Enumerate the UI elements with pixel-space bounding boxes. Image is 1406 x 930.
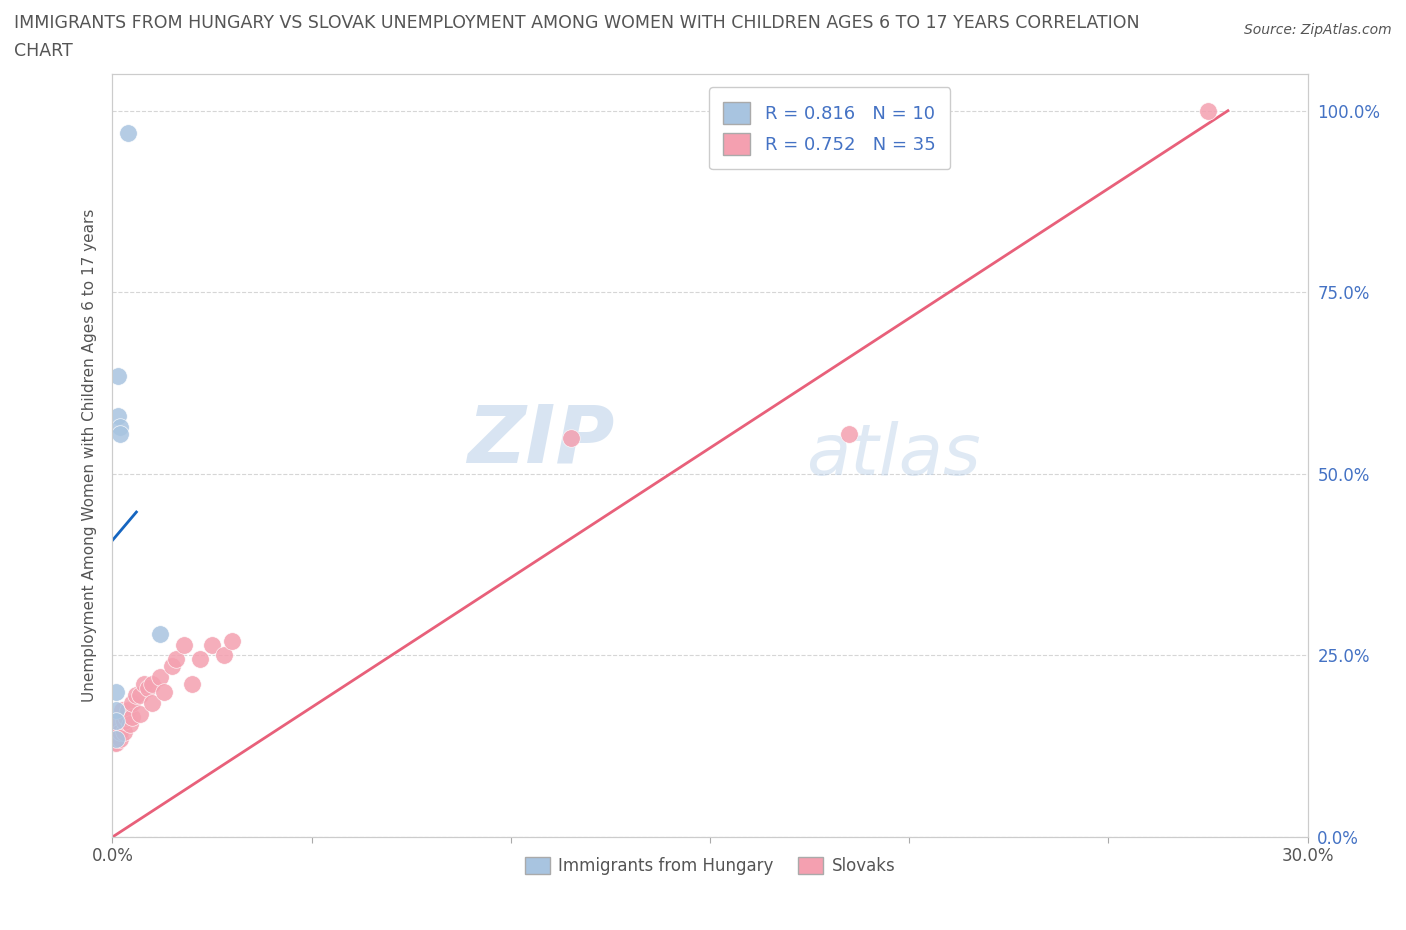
Point xyxy=(125,688,148,703)
Point xyxy=(153,684,176,699)
Point xyxy=(181,677,204,692)
Point xyxy=(149,626,172,641)
Point xyxy=(120,717,142,732)
Point xyxy=(110,732,132,747)
Point xyxy=(105,728,128,743)
Legend: Immigrants from Hungary, Slovaks: Immigrants from Hungary, Slovaks xyxy=(517,851,903,882)
Point xyxy=(104,684,127,699)
Y-axis label: Unemployment Among Women with Children Ages 6 to 17 years: Unemployment Among Women with Children A… xyxy=(82,209,97,702)
Point xyxy=(149,670,172,684)
Point xyxy=(173,637,195,652)
Point xyxy=(221,633,243,648)
Point xyxy=(121,710,143,724)
Point xyxy=(103,724,125,739)
Point xyxy=(105,717,128,732)
Text: Source: ZipAtlas.com: Source: ZipAtlas.com xyxy=(1244,23,1392,37)
Point xyxy=(162,658,183,673)
Point xyxy=(117,125,139,140)
Point xyxy=(134,677,156,692)
Point xyxy=(121,696,143,711)
Point xyxy=(114,713,135,728)
Point xyxy=(104,713,127,728)
Point xyxy=(110,724,132,739)
Point xyxy=(107,408,129,423)
Point xyxy=(117,702,139,717)
Text: IMMIGRANTS FROM HUNGARY VS SLOVAK UNEMPLOYMENT AMONG WOMEN WITH CHILDREN AGES 6 : IMMIGRANTS FROM HUNGARY VS SLOVAK UNEMPL… xyxy=(14,14,1140,32)
Point xyxy=(103,735,125,750)
Text: CHART: CHART xyxy=(14,42,73,60)
Point xyxy=(201,637,224,652)
Point xyxy=(115,710,138,724)
Point xyxy=(138,681,160,696)
Text: atlas: atlas xyxy=(806,421,980,490)
Point xyxy=(141,677,163,692)
Point xyxy=(838,427,860,442)
Point xyxy=(165,652,187,667)
Point xyxy=(129,688,152,703)
Point xyxy=(107,368,129,383)
Point xyxy=(188,652,211,667)
Text: ZIP: ZIP xyxy=(467,402,614,480)
Point xyxy=(1197,103,1219,118)
Point xyxy=(104,702,127,717)
Point xyxy=(104,732,127,747)
Point xyxy=(110,427,132,442)
Point xyxy=(129,706,152,721)
Point xyxy=(110,419,132,434)
Point xyxy=(141,696,163,711)
Point xyxy=(560,430,582,445)
Point xyxy=(212,648,235,663)
Point xyxy=(111,702,134,717)
Point xyxy=(105,735,128,750)
Point xyxy=(114,724,135,739)
